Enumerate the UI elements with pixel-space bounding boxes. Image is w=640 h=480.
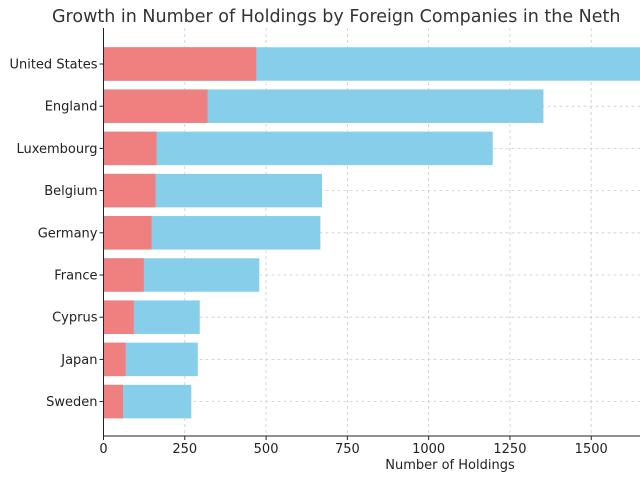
x-tick-label: 500: [254, 442, 279, 457]
bar-france-series-2: [103, 258, 144, 292]
y-ticks: United States England Luxembourg Belgium Ger…: [9, 58, 104, 410]
y-tick-label: Japan: [60, 353, 97, 368]
bar-sweden-series-2: [103, 384, 124, 419]
bar-england-series-2: [103, 89, 208, 123]
y-tick-label: Luxembourg: [16, 142, 97, 157]
bar-luxembourg-series-1: [103, 131, 493, 166]
x-ticks: 0 250 500 750 1000 1250 1500: [99, 436, 608, 457]
bar-united-states-series-2: [103, 47, 257, 81]
x-tick-label: 1500: [575, 442, 608, 457]
chart-title: Growth in Number of Holdings by Foreign …: [52, 7, 621, 27]
bar-germany-series-2: [103, 216, 152, 250]
y-tick-label: United States: [9, 58, 97, 73]
x-tick-label: 250: [172, 442, 197, 457]
y-tick-label: Germany: [38, 226, 98, 241]
y-tick-label: England: [45, 100, 98, 115]
y-tick-label: Sweden: [46, 395, 97, 410]
bar-japan-series-2: [103, 342, 126, 377]
x-axis-label: Number of Holdings: [385, 458, 515, 473]
x-tick-label: 1000: [412, 442, 445, 457]
y-tick-label: France: [54, 269, 97, 284]
x-tick-label: 750: [335, 442, 360, 457]
bar-cyprus-series-2: [103, 300, 134, 334]
y-tick-label: Cyprus: [52, 311, 98, 326]
x-tick-label: 0: [99, 442, 107, 457]
y-tick-label: Belgium: [44, 184, 97, 199]
bars: [103, 47, 640, 419]
bar-luxembourg-series-2: [103, 131, 157, 166]
bar-belgium-series-2: [103, 173, 156, 208]
axes: [103, 28, 640, 437]
x-tick-label: 1250: [493, 442, 526, 457]
